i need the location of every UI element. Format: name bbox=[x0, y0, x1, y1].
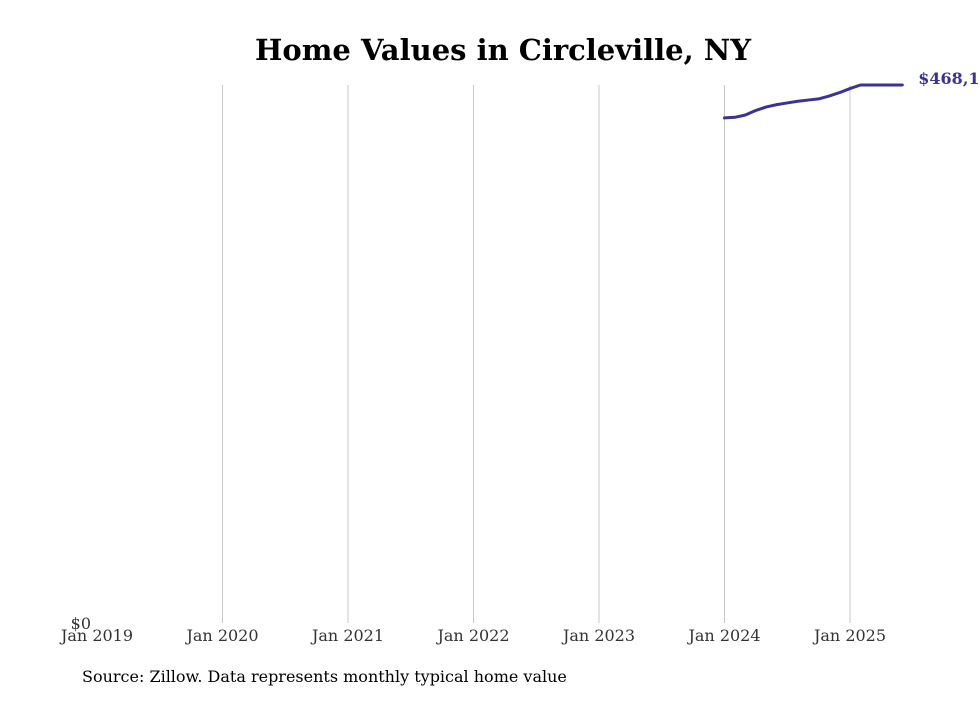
x-tick-label: Jan 2021 bbox=[310, 626, 384, 645]
x-tick-label: Jan 2023 bbox=[561, 626, 635, 645]
x-tick-label: Jan 2025 bbox=[812, 626, 886, 645]
x-tick-label: Jan 2020 bbox=[184, 626, 258, 645]
x-tick-label: Jan 2024 bbox=[686, 626, 760, 645]
end-value-label: $468,1 bbox=[918, 69, 979, 88]
y-axis-zero-label: $0 bbox=[71, 614, 91, 633]
x-tick-label: Jan 2022 bbox=[435, 626, 509, 645]
x-tick-label: Jan 2019 bbox=[59, 626, 133, 645]
series-layer: $468,1 bbox=[723, 69, 980, 120]
grid-lines bbox=[222, 85, 851, 623]
series-line bbox=[723, 83, 904, 120]
x-axis-ticks: Jan 2019 Jan 2020 Jan 2021 Jan 2022 Jan 2023… bbox=[59, 626, 886, 645]
source-note: Source: Zillow. Data represents monthly … bbox=[82, 667, 567, 686]
chart-title: Home Values in Circleville, NY bbox=[255, 33, 751, 67]
